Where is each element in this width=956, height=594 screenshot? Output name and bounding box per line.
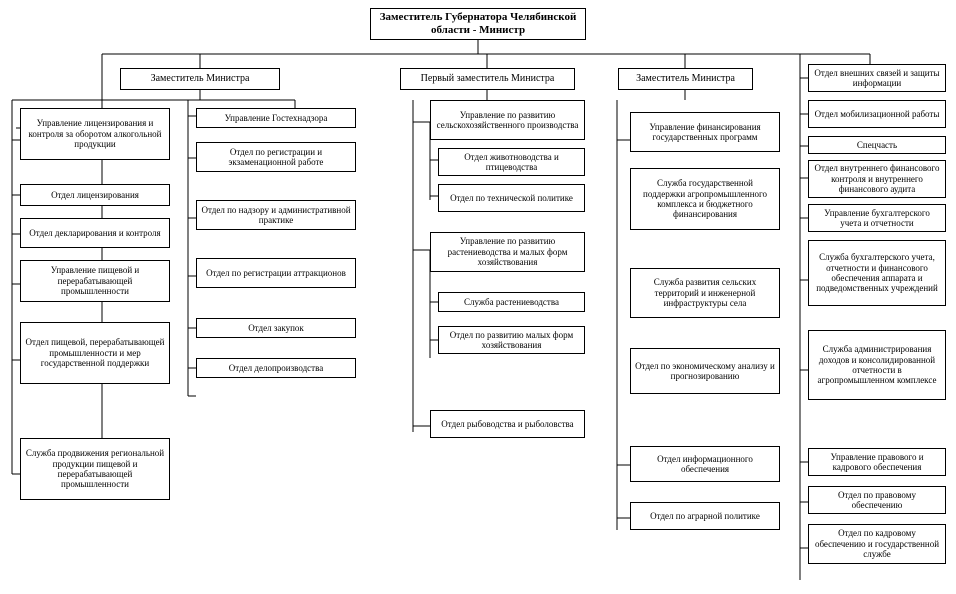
org-node: Управление по развитию растениеводства и… [430,232,585,272]
org-node: Отдел по регистрации аттракционов [196,258,356,288]
org-node: Спецчасть [808,136,946,154]
org-node: Отдел пищевой, перерабатывающей промышле… [20,322,170,384]
org-node: Отдел делопроизводства [196,358,356,378]
org-node: Отдел мобилизационной работы [808,100,946,128]
org-node: Отдел по правовому обеспечению [808,486,946,514]
org-node: Управление лицензирования и контроля за … [20,108,170,160]
org-node: Управление правового и кадрового обеспеч… [808,448,946,476]
org-node: Служба растениеводства [438,292,585,312]
org-node: Отдел внешних связей и защиты информации [808,64,946,92]
org-node: Отдел по аграрной политике [630,502,780,530]
deputy-2: Первый заместитель Министра [400,68,575,90]
org-node: Служба государственной поддержки агропро… [630,168,780,230]
org-node: Управление Гостехнадзора [196,108,356,128]
org-node: Служба администрирования доходов и консо… [808,330,946,400]
org-node: Отдел лицензирования [20,184,170,206]
org-node: Служба продвижения региональной продукци… [20,438,170,500]
org-node: Управление бухгалтерского учета и отчетн… [808,204,946,232]
deputy-1: Заместитель Министра [120,68,280,90]
root-node: Заместитель Губернатора Челябинской обла… [370,8,586,40]
org-node: Отдел декларирования и контроля [20,218,170,248]
org-node: Отдел по экономическому анализу и прогно… [630,348,780,394]
org-node: Управление пищевой и перерабатывающей пр… [20,260,170,302]
org-node: Отдел информационного обеспечения [630,446,780,482]
org-node: Служба развития сельских территорий и ин… [630,268,780,318]
org-node: Отдел по технической политике [438,184,585,212]
org-node: Отдел по развитию малых форм хозяйствова… [438,326,585,354]
org-node: Отдел рыбоводства и рыболовства [430,410,585,438]
deputy-3: Заместитель Министра [618,68,753,90]
org-node: Отдел по кадровому обеспечению и государ… [808,524,946,564]
org-node: Управление по развитию сельскохозяйствен… [430,100,585,140]
org-node: Отдел внутреннего финансового контроля и… [808,160,946,198]
org-node: Отдел по регистрации и экзаменационной р… [196,142,356,172]
org-node: Отдел животноводства и птицеводства [438,148,585,176]
org-node: Отдел по надзору и административной прак… [196,200,356,230]
org-node: Управление финансирования государственны… [630,112,780,152]
org-node: Служба бухгалтерского учета, отчетности … [808,240,946,306]
org-node: Отдел закупок [196,318,356,338]
